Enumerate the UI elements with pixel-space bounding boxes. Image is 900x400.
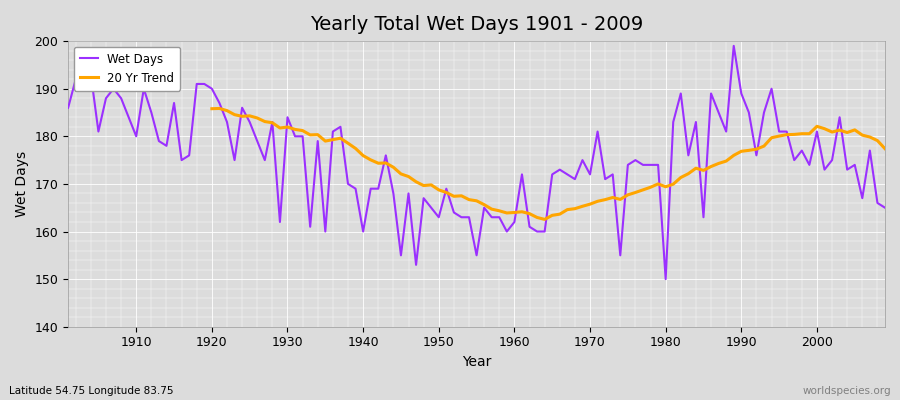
20 Yr Trend <box>690 166 701 171</box>
Wet Days <box>63 105 74 110</box>
20 Yr Trend <box>879 146 890 151</box>
20 Yr Trend <box>539 217 550 222</box>
Wet Days <box>335 124 346 129</box>
20 Yr Trend <box>418 183 429 188</box>
Wet Days <box>501 229 512 234</box>
Y-axis label: Wet Days: Wet Days <box>15 151 29 217</box>
Title: Yearly Total Wet Days 1901 - 2009: Yearly Total Wet Days 1901 - 2009 <box>310 15 644 34</box>
Legend: Wet Days, 20 Yr Trend: Wet Days, 20 Yr Trend <box>74 47 180 91</box>
20 Yr Trend <box>305 132 316 137</box>
Wet Days <box>290 134 301 139</box>
Line: Wet Days: Wet Days <box>68 46 885 279</box>
20 Yr Trend <box>206 106 217 111</box>
20 Yr Trend <box>796 131 807 136</box>
Wet Days <box>661 277 671 282</box>
Wet Days <box>728 44 739 48</box>
Wet Days <box>509 220 520 224</box>
Text: Latitude 54.75 Longitude 83.75: Latitude 54.75 Longitude 83.75 <box>9 386 174 396</box>
Line: 20 Yr Trend: 20 Yr Trend <box>212 108 885 219</box>
20 Yr Trend <box>865 135 876 140</box>
Text: worldspecies.org: worldspecies.org <box>803 386 891 396</box>
X-axis label: Year: Year <box>462 355 491 369</box>
Wet Days <box>879 205 890 210</box>
Wet Days <box>123 115 134 120</box>
20 Yr Trend <box>214 106 225 111</box>
Wet Days <box>599 177 610 182</box>
20 Yr Trend <box>781 132 792 137</box>
